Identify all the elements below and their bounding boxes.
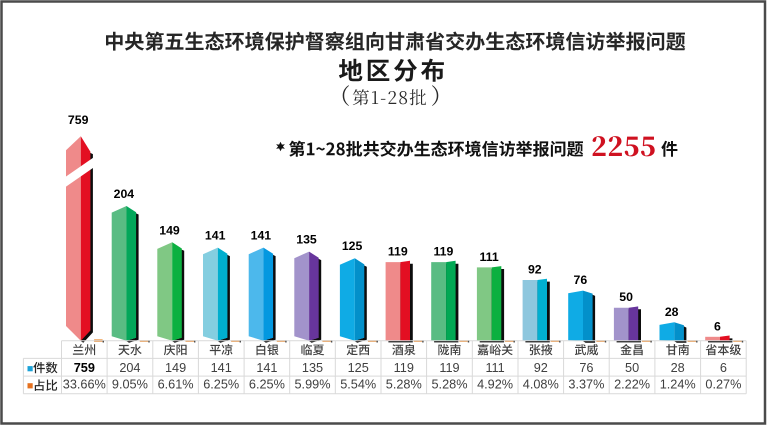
- svg-text:1.24%: 1.24%: [660, 378, 696, 392]
- svg-text:119: 119: [439, 361, 459, 375]
- svg-text:4.92%: 4.92%: [477, 378, 513, 392]
- svg-text:6.25%: 6.25%: [249, 378, 285, 392]
- svg-text:5.28%: 5.28%: [386, 378, 422, 392]
- svg-text:0.27%: 0.27%: [705, 378, 741, 392]
- svg-text:6.61%: 6.61%: [158, 378, 194, 392]
- svg-text:76: 76: [574, 273, 588, 287]
- svg-text:141: 141: [256, 361, 277, 375]
- svg-text:33.66%: 33.66%: [63, 378, 106, 392]
- svg-text:5.99%: 5.99%: [295, 378, 331, 392]
- svg-text:4.08%: 4.08%: [523, 378, 559, 392]
- svg-text:92: 92: [528, 263, 542, 277]
- svg-text:76: 76: [579, 361, 593, 375]
- svg-text:125: 125: [348, 361, 369, 375]
- svg-text:119: 119: [394, 361, 414, 375]
- svg-text:204: 204: [119, 361, 140, 375]
- svg-text:111: 111: [480, 250, 499, 264]
- svg-text:5.28%: 5.28%: [432, 378, 468, 392]
- svg-text:2.22%: 2.22%: [614, 378, 650, 392]
- svg-text:3.37%: 3.37%: [568, 378, 604, 392]
- svg-text:119: 119: [433, 245, 453, 259]
- svg-text:28: 28: [665, 305, 679, 319]
- svg-text:6: 6: [714, 319, 721, 333]
- svg-text:141: 141: [205, 229, 226, 243]
- svg-text:149: 149: [165, 361, 186, 375]
- svg-text:135: 135: [296, 233, 317, 247]
- svg-text:119: 119: [388, 245, 408, 259]
- svg-text:759: 759: [68, 113, 89, 127]
- svg-text:28: 28: [671, 361, 685, 375]
- svg-text:141: 141: [211, 361, 232, 375]
- svg-text:149: 149: [159, 223, 180, 237]
- svg-text:111: 111: [485, 361, 504, 375]
- svg-text:135: 135: [302, 361, 323, 375]
- svg-text:759: 759: [74, 361, 95, 375]
- svg-text:141: 141: [251, 229, 272, 243]
- svg-text:6: 6: [720, 361, 727, 375]
- svg-text:204: 204: [114, 187, 135, 201]
- svg-text:50: 50: [619, 290, 633, 304]
- svg-text:50: 50: [625, 361, 639, 375]
- svg-text:92: 92: [534, 361, 548, 375]
- svg-text:9.05%: 9.05%: [112, 378, 148, 392]
- svg-text:6.25%: 6.25%: [203, 378, 239, 392]
- svg-text:5.54%: 5.54%: [340, 378, 376, 392]
- svg-text:125: 125: [342, 239, 363, 253]
